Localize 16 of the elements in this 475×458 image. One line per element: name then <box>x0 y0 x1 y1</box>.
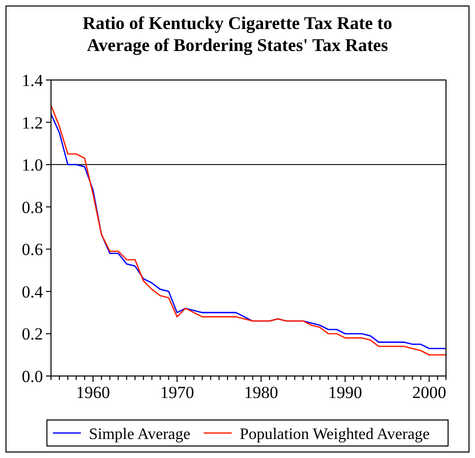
y-tick-label: 0.2 <box>22 324 43 344</box>
x-tick-label: 1980 <box>244 383 278 402</box>
x-tick-label: 1970 <box>160 383 194 402</box>
y-tick-label: 1.0 <box>22 156 43 175</box>
y-tick-label: 0.4 <box>22 282 44 302</box>
x-tick-label: 1990 <box>328 383 362 402</box>
y-tick-label: 0.8 <box>22 198 43 217</box>
y-tick-label: 0.6 <box>22 240 43 260</box>
chart-title: Ratio of Kentucky Cigarette Tax Rate to Average of Bordering States' Tax Rates <box>82 13 392 55</box>
legend-label: Population Weighted Average <box>240 426 430 443</box>
y-tick-label: 1.4 <box>22 71 44 90</box>
x-tick-label: 1960 <box>76 383 110 402</box>
x-tick-label: 2000 <box>412 383 446 402</box>
y-tick-label: 0.0 <box>22 367 43 386</box>
y-tick-label: 1.2 <box>22 113 43 132</box>
legend-label: Simple Average <box>88 426 190 443</box>
